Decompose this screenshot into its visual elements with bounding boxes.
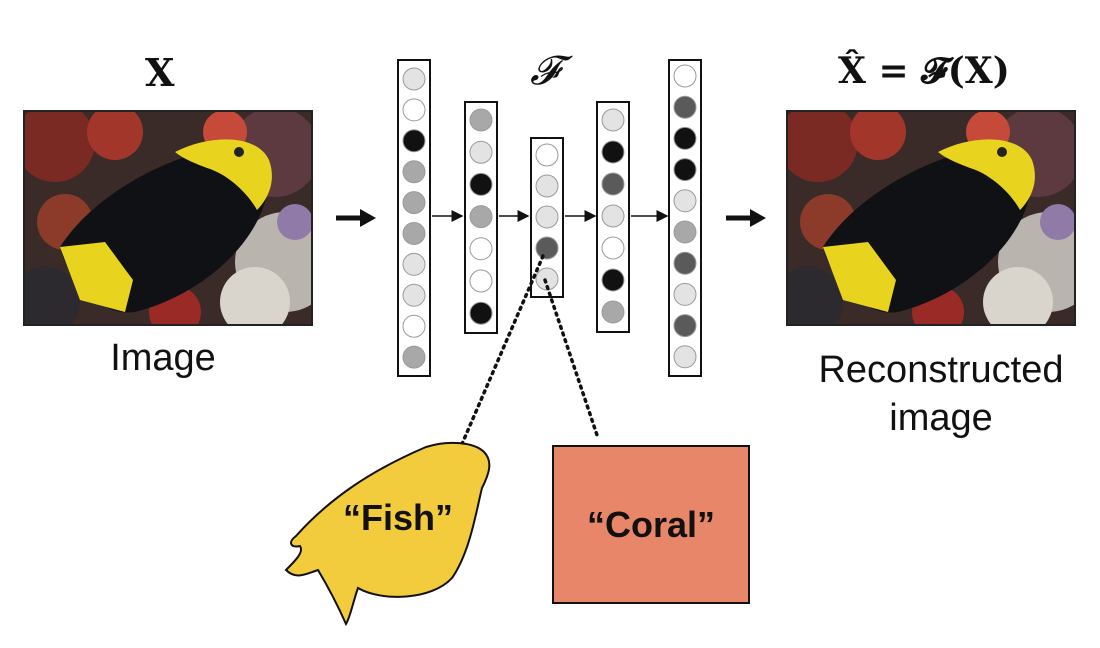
- layer-2-node: [469, 172, 493, 196]
- layer-5-node: [673, 220, 697, 244]
- layer-1-node: [402, 222, 426, 245]
- coral-concept: “Coral”: [552, 445, 750, 604]
- layer-2-node: [469, 237, 493, 261]
- layer-4-node: [601, 204, 625, 228]
- layer-4-node: [601, 236, 625, 260]
- output-arrow: [726, 209, 766, 227]
- layer-1-node: [402, 98, 426, 122]
- layer-1-node: [402, 345, 426, 369]
- layer-4: [596, 101, 630, 333]
- layer-1: [397, 59, 431, 377]
- layer-1-node: [402, 191, 426, 215]
- layer-2-node: [469, 108, 493, 132]
- layer-1-node: [402, 283, 426, 307]
- layer-4-node: [601, 108, 625, 132]
- layer-5-node: [673, 189, 697, 213]
- layer-5-node: [673, 95, 697, 119]
- layer-5-node: [673, 251, 697, 275]
- layer-1-node: [402, 129, 426, 153]
- layer-2-node: [469, 269, 493, 293]
- layer-3-node: [535, 236, 559, 260]
- layer-5-node: [673, 64, 697, 88]
- fish-concept: “Fish”: [284, 441, 491, 627]
- output-caption-line2: image: [889, 397, 993, 439]
- layer-2-node: [469, 205, 493, 229]
- layer-1-node: [402, 160, 426, 184]
- layer-2-node: [469, 301, 493, 325]
- encoder-symbol: 𝓕: [530, 48, 560, 94]
- layer-2-node: [469, 140, 493, 164]
- layer-5-node: [673, 345, 697, 369]
- layer-1-node: [402, 67, 426, 91]
- layer-3-node: [535, 205, 559, 229]
- layer-5-node: [673, 282, 697, 306]
- coral-concept-link: [543, 278, 600, 440]
- layer-3-node: [535, 174, 559, 198]
- input-image: [23, 110, 313, 326]
- layer-5-node: [673, 126, 697, 150]
- layer-1-node: [402, 252, 426, 276]
- output-caption-line1: Reconstructed: [818, 349, 1064, 391]
- layer-1-node: [402, 314, 426, 338]
- layer-3: [530, 137, 564, 298]
- layer-5-node: [673, 314, 697, 338]
- layer-2: [464, 101, 498, 334]
- layer-4-node: [601, 300, 625, 324]
- layer-5-node: [673, 158, 697, 182]
- layer-5: [668, 59, 702, 377]
- fish-concept-link: [460, 254, 545, 446]
- layer-4-node: [601, 172, 625, 196]
- fish-shape: [284, 441, 491, 627]
- layer-4-node: [601, 140, 625, 164]
- output-image: [786, 110, 1076, 326]
- coral-label: “Coral”: [587, 504, 715, 545]
- layer-4-node: [601, 268, 625, 292]
- layer-3-node: [535, 143, 559, 167]
- fish-label: “Fish”: [343, 497, 453, 538]
- output-symbol: X̂ = 𝓕(X): [838, 50, 1010, 92]
- input-symbol: X: [145, 50, 175, 95]
- input-caption: Image: [110, 337, 216, 379]
- coral-shape: [552, 445, 750, 604]
- input-arrow: [336, 209, 376, 227]
